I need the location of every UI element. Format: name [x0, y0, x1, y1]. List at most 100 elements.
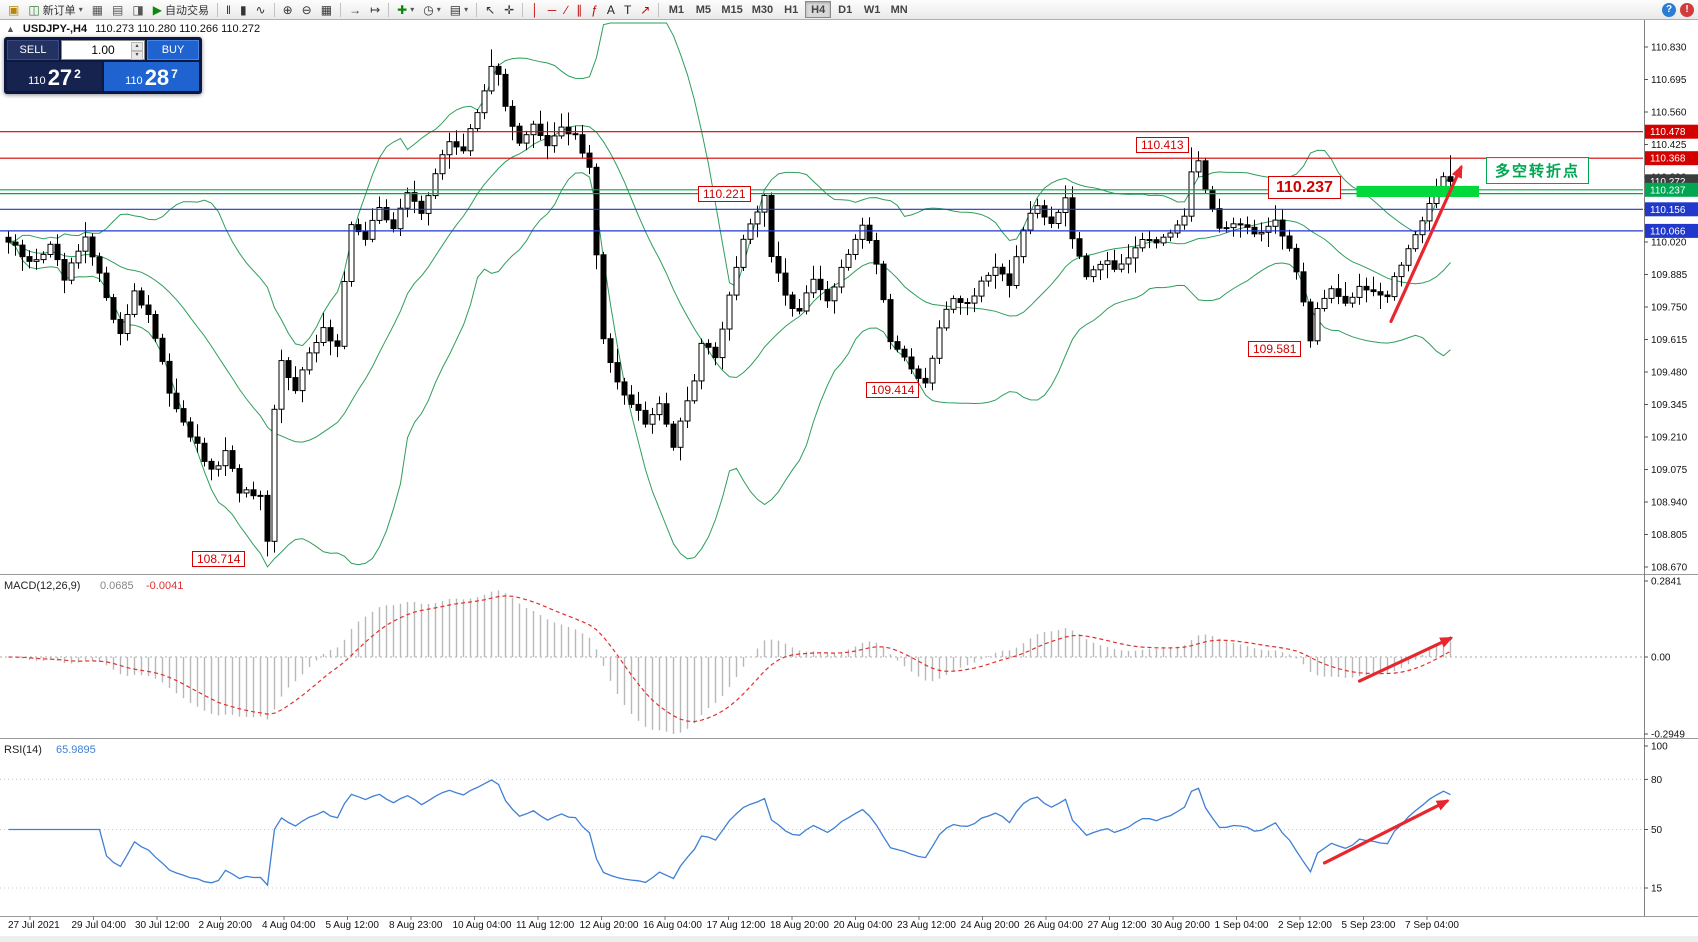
periods-button[interactable]: ◷ ▾ [419, 1, 445, 18]
candle[interactable] [1020, 226, 1027, 264]
candle[interactable] [75, 244, 82, 269]
candle[interactable] [684, 386, 691, 428]
price-label-108.714[interactable]: 108.714 [192, 551, 246, 567]
timeframe-m30-button[interactable]: M30 [748, 1, 777, 18]
candle[interactable] [782, 258, 789, 306]
candlestick-chart-button[interactable]: ▮ [236, 1, 251, 18]
volume-decrease-icon[interactable]: ▾ [131, 51, 143, 60]
arrows-tool-button[interactable]: ↗ [636, 1, 654, 18]
candle[interactable] [754, 205, 761, 238]
candle[interactable] [677, 417, 684, 461]
candle[interactable] [1139, 232, 1146, 252]
candle[interactable] [1419, 216, 1426, 244]
candle[interactable] [880, 260, 887, 303]
candle[interactable] [768, 192, 775, 263]
candle[interactable] [950, 295, 957, 314]
candle[interactable] [1279, 209, 1286, 250]
candle[interactable] [327, 319, 334, 356]
candle[interactable] [1202, 157, 1209, 194]
candle[interactable] [26, 250, 33, 269]
candle[interactable] [1405, 244, 1412, 272]
timeframe-h1-button[interactable]: H1 [778, 1, 804, 18]
periods-dropdown-icon[interactable]: ▾ [436, 5, 441, 14]
timeframe-d1-button[interactable]: D1 [832, 1, 858, 18]
candle[interactable] [628, 385, 635, 408]
candle[interactable] [516, 122, 523, 146]
text-tool-button[interactable]: A [603, 1, 619, 18]
candle[interactable] [1041, 199, 1048, 226]
candle[interactable] [908, 348, 915, 374]
tile-windows-button[interactable]: ▦ [317, 1, 336, 18]
bar-chart-button[interactable]: ǁ [222, 1, 235, 18]
candle[interactable] [222, 437, 229, 476]
candle[interactable] [278, 349, 285, 424]
candle[interactable] [1083, 253, 1090, 280]
candle[interactable] [1167, 229, 1174, 242]
candle[interactable] [334, 334, 341, 358]
timeframe-m5-button[interactable]: M5 [690, 1, 716, 18]
candle[interactable] [761, 193, 768, 227]
candle[interactable] [1230, 217, 1237, 237]
candle[interactable] [663, 392, 670, 428]
candle[interactable] [572, 126, 579, 140]
candle[interactable] [579, 125, 586, 158]
candle[interactable] [180, 400, 187, 426]
alert-bubble-icon[interactable]: ! [1680, 2, 1694, 17]
templates-dropdown-icon[interactable]: ▾ [464, 5, 469, 14]
indicators-list-button[interactable]: ✚ ▾ [393, 1, 418, 18]
candle[interactable] [698, 338, 705, 390]
candle[interactable] [474, 109, 481, 132]
candle[interactable] [1027, 201, 1034, 235]
candle[interactable] [1384, 290, 1391, 303]
cursor-button[interactable]: ↖ [481, 1, 499, 18]
candle[interactable] [243, 486, 250, 498]
candle[interactable] [89, 233, 96, 266]
buy-price[interactable]: 110 28 7 [104, 62, 199, 91]
candle[interactable] [1013, 245, 1020, 289]
candle[interactable] [19, 239, 26, 271]
candle[interactable] [1265, 217, 1272, 248]
candle[interactable] [642, 401, 649, 428]
candle[interactable] [985, 272, 992, 287]
candle[interactable] [656, 396, 663, 421]
timeframe-w1-button[interactable]: W1 [859, 1, 885, 18]
autotrading-button[interactable]: ▶ 自动交易 [149, 1, 213, 18]
candle[interactable] [810, 265, 817, 298]
candle[interactable] [1314, 302, 1321, 345]
candle[interactable] [859, 217, 866, 249]
candle[interactable] [1321, 289, 1328, 312]
chart-shift-button[interactable]: ↦ [366, 1, 384, 18]
candle[interactable] [1006, 259, 1013, 298]
candle[interactable] [250, 481, 257, 500]
data-window-button[interactable]: ◨ [128, 1, 147, 18]
chart-canvas[interactable]: 110.830110.695110.560110.425110.290110.1… [0, 20, 1698, 942]
candle[interactable] [54, 234, 61, 266]
candle[interactable] [460, 133, 467, 154]
candle[interactable] [376, 196, 383, 224]
candle[interactable] [348, 221, 355, 287]
equidistant-channel-button[interactable]: ∥ [572, 1, 586, 18]
new-chart-button[interactable]: ▣ [4, 1, 23, 18]
candle[interactable] [152, 310, 159, 343]
candle[interactable] [236, 464, 243, 503]
new-order-dropdown-icon[interactable]: ▾ [78, 5, 83, 14]
auto-scroll-button[interactable]: → [345, 1, 365, 18]
candle[interactable] [61, 252, 68, 294]
candle[interactable] [481, 84, 488, 120]
candle[interactable] [82, 222, 89, 264]
candle[interactable] [1055, 209, 1062, 229]
candle[interactable] [362, 221, 369, 246]
candle[interactable] [1181, 208, 1188, 230]
candle[interactable] [999, 263, 1006, 282]
new-order-button[interactable]: ◫ 新订单 ▾ [24, 1, 86, 18]
candle[interactable] [1111, 249, 1118, 273]
candle[interactable] [831, 283, 838, 314]
candle[interactable] [1090, 265, 1097, 283]
candle[interactable] [40, 251, 47, 264]
candle[interactable] [1062, 185, 1069, 227]
candle[interactable] [824, 281, 831, 308]
candle[interactable] [418, 195, 425, 220]
candle[interactable] [1258, 222, 1265, 242]
candle[interactable] [96, 252, 103, 282]
candle[interactable] [33, 248, 40, 270]
